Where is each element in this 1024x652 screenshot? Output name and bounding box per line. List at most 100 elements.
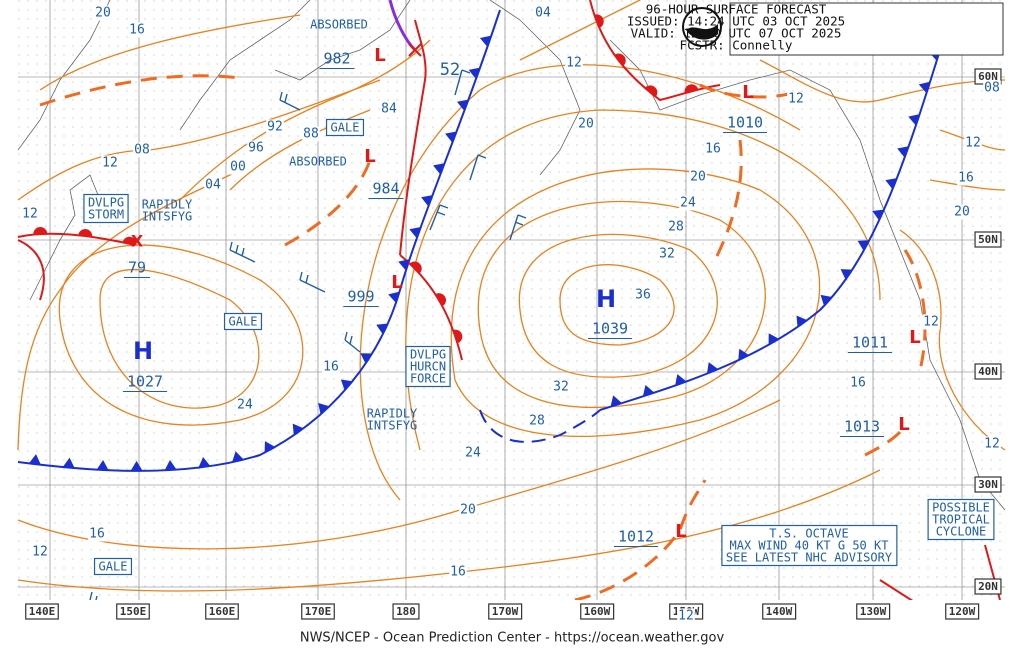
warm-front-pip: [594, 14, 604, 28]
cold-front-pip: [768, 333, 779, 345]
label-mask: [380, 101, 398, 117]
label-box: [974, 476, 1002, 493]
cold-front-pip: [62, 457, 75, 469]
cold-front-pip: [96, 459, 109, 471]
label-box: [762, 603, 797, 620]
annotation: GALE: [99, 560, 128, 574]
longitude-label: 120W: [949, 605, 976, 618]
isobar-label: 20: [690, 170, 706, 185]
label-mask: [322, 359, 340, 375]
cold-front-pip: [908, 114, 920, 126]
pip: [398, 259, 410, 271]
isobar-label: 16: [705, 142, 721, 157]
low-pressure: 984: [372, 180, 399, 198]
longitude-label: 160E: [209, 605, 236, 618]
isobar-label: 12: [984, 437, 1000, 452]
annotation: DVLPG: [410, 348, 446, 362]
cold-front-pip: [610, 395, 622, 407]
cold-front-pip: [340, 379, 353, 391]
label-box: [974, 231, 1002, 248]
pip: [453, 329, 463, 344]
pip: [642, 385, 655, 397]
label-mask: [704, 141, 722, 157]
label-box: [205, 603, 239, 620]
pip: [768, 333, 779, 345]
annotation: CYCLONE: [936, 525, 987, 539]
annotation: DVLPG: [88, 196, 124, 210]
longitude-label: 170W: [492, 605, 519, 618]
label-mask: [634, 287, 652, 303]
warm-front-pip: [78, 229, 93, 237]
low-pressure: 982: [323, 50, 350, 68]
cold-front-pip: [360, 353, 373, 364]
pip: [232, 451, 244, 463]
latitude-label: 20N: [978, 580, 998, 593]
isobar-label: 00: [230, 160, 246, 175]
low-symbol: X: [131, 232, 144, 251]
pip: [706, 362, 719, 374]
longitude-label: 150E: [120, 605, 147, 618]
isobar-label: 20: [95, 6, 111, 21]
cold-front-pip: [642, 385, 655, 397]
cold-front-pip: [820, 294, 833, 306]
annotation: SEE LATEST NHC ADVISORY: [726, 551, 893, 565]
annotation: STORM: [88, 208, 124, 222]
header-box: [729, 2, 1004, 56]
isobar-label: 08: [134, 143, 150, 158]
cold-front-pip: [232, 451, 244, 463]
isobar-label: 84: [381, 102, 397, 117]
low-symbol: L: [742, 82, 753, 103]
cold-front-pip: [318, 403, 330, 415]
label-mask: [922, 314, 940, 330]
coastlines: [17, 0, 1006, 511]
cold-front-pip: [433, 163, 445, 175]
annotation: INTSFYG: [142, 210, 193, 224]
pip: [644, 85, 658, 97]
annotation: HURCN: [410, 360, 446, 374]
low-symbol: L: [374, 45, 385, 66]
pip: [445, 131, 457, 143]
pip: [468, 67, 481, 79]
label-mask: [964, 135, 982, 151]
pip: [796, 315, 808, 328]
cold-front-pip: [872, 209, 884, 221]
label-mask: [247, 140, 265, 156]
latitude-label: 60N: [978, 70, 998, 83]
cold-front-pip: [738, 348, 750, 361]
map-background: [18, 0, 1005, 600]
isobar-label: 12: [788, 92, 804, 107]
pip: [318, 403, 330, 415]
cold-front-pip: [706, 362, 719, 374]
longitude-label: 130W: [860, 605, 887, 618]
isobar-label: 12: [923, 315, 939, 330]
pip: [738, 348, 750, 361]
label-box: [405, 345, 451, 388]
isobar-label: 16: [450, 565, 466, 580]
warm-front-pip: [33, 227, 48, 235]
cold-front-pip: [376, 323, 388, 335]
pip: [435, 293, 446, 307]
cold-front-pip: [479, 35, 492, 47]
annotation: 52: [440, 60, 460, 80]
isobar-label: 16: [323, 360, 339, 375]
isobar-label: 20: [460, 503, 476, 518]
noaa-logo-wave: [686, 24, 718, 40]
cold-front-pip: [796, 315, 808, 328]
annotation: GALE: [331, 121, 360, 135]
isobar-label: 16: [850, 376, 866, 391]
low-symbol: L: [909, 327, 920, 348]
label-mask: [133, 142, 151, 158]
pip: [918, 81, 931, 94]
pip: [456, 99, 469, 111]
label-mask: [565, 55, 583, 71]
pip: [122, 236, 137, 246]
pip: [433, 163, 445, 175]
cold-front-pip: [421, 195, 433, 207]
low-pressure: 999: [347, 288, 374, 306]
header-line: ISSUED: 14:24 UTC 03 OCT 2025: [627, 14, 845, 29]
pip: [409, 226, 421, 239]
label-mask: [266, 119, 284, 135]
pip: [264, 441, 276, 453]
label-box: [945, 603, 980, 620]
isobar-label: 16: [129, 23, 145, 38]
